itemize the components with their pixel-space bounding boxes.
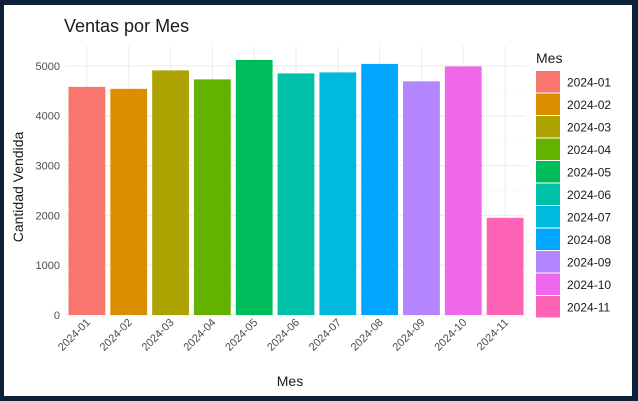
legend-key-2024-09 xyxy=(536,251,560,273)
bar-2024-08 xyxy=(361,63,399,315)
bar-chart: Ventas por Mes 0 1000 2000 3000 4000 5000 202… xyxy=(10,16,611,389)
y-tick-label: 3000 xyxy=(36,161,60,173)
y-axis-ticks: 0 1000 2000 3000 4000 5000 xyxy=(36,61,60,322)
legend-key-2024-08 xyxy=(536,228,560,250)
y-tick-label: 4000 xyxy=(36,111,60,123)
x-tick-label: 2024-02 xyxy=(98,317,135,354)
x-tick-label: 2024-07 xyxy=(307,317,344,354)
x-tick-label: 2024-08 xyxy=(349,317,386,354)
bar-2024-02 xyxy=(110,88,148,315)
chart-frame: Ventas por Mes 0 1000 2000 3000 4000 5000 202… xyxy=(4,5,632,396)
y-tick-label: 5000 xyxy=(36,61,60,73)
bar-2024-09 xyxy=(403,81,440,315)
x-tick-label: 2024-05 xyxy=(223,317,260,354)
chart-title: Ventas por Mes xyxy=(64,16,189,36)
legend-label: 2024-06 xyxy=(567,188,611,202)
bar-2024-06 xyxy=(277,73,315,315)
legend-key-2024-11 xyxy=(536,296,560,318)
legend-label: 2024-04 xyxy=(567,143,611,157)
legend-label: 2024-08 xyxy=(567,233,611,247)
bars xyxy=(68,59,524,316)
legend-label: 2024-07 xyxy=(567,210,611,224)
x-tick-label: 2024-11 xyxy=(475,317,511,353)
legend-key-2024-06 xyxy=(536,183,560,205)
x-axis-title: Mes xyxy=(277,373,303,389)
legend-label: 2024-10 xyxy=(567,278,611,292)
bar-2024-01 xyxy=(68,86,106,315)
legend-label: 2024-05 xyxy=(567,165,611,179)
bar-2024-11 xyxy=(486,217,524,315)
legend-key-2024-03 xyxy=(536,116,560,138)
x-tick-label: 2024-01 xyxy=(56,317,93,354)
legend-key-2024-10 xyxy=(536,273,560,295)
legend-key-2024-01 xyxy=(536,71,560,93)
x-tick-label: 2024-09 xyxy=(391,317,428,354)
legend-key-2024-04 xyxy=(536,138,560,160)
bar-2024-05 xyxy=(235,59,273,315)
legend-label: 2024-09 xyxy=(567,255,611,269)
x-tick-label: 2024-10 xyxy=(432,317,469,354)
x-axis-ticks: 2024-01 2024-02 2024-03 2024-04 2024-05 2024-… xyxy=(56,317,511,354)
bar-2024-04 xyxy=(193,79,231,316)
legend-label: 2024-11 xyxy=(567,300,610,314)
legend-label: 2024-02 xyxy=(567,98,611,112)
x-tick-label: 2024-06 xyxy=(265,317,302,354)
legend-label: 2024-03 xyxy=(567,120,611,134)
bar-2024-03 xyxy=(152,70,189,315)
bar-2024-07 xyxy=(319,72,357,315)
x-tick-label: 2024-04 xyxy=(181,317,218,354)
legend-title: Mes xyxy=(536,50,562,66)
legend-key-2024-05 xyxy=(536,161,560,183)
legend: 2024-01 2024-02 2024-03 2024-04 2024-05 2024-… xyxy=(536,71,611,318)
y-tick-label: 2000 xyxy=(36,210,60,222)
y-axis-title: Cantidad Vendida xyxy=(10,132,26,243)
y-tick-label: 1000 xyxy=(36,260,60,272)
y-tick-label: 0 xyxy=(54,310,60,322)
legend-key-2024-07 xyxy=(536,206,560,228)
legend-key-2024-02 xyxy=(536,93,560,115)
bar-2024-10 xyxy=(444,66,482,315)
x-tick-label: 2024-03 xyxy=(140,317,177,354)
legend-label: 2024-01 xyxy=(567,75,611,89)
